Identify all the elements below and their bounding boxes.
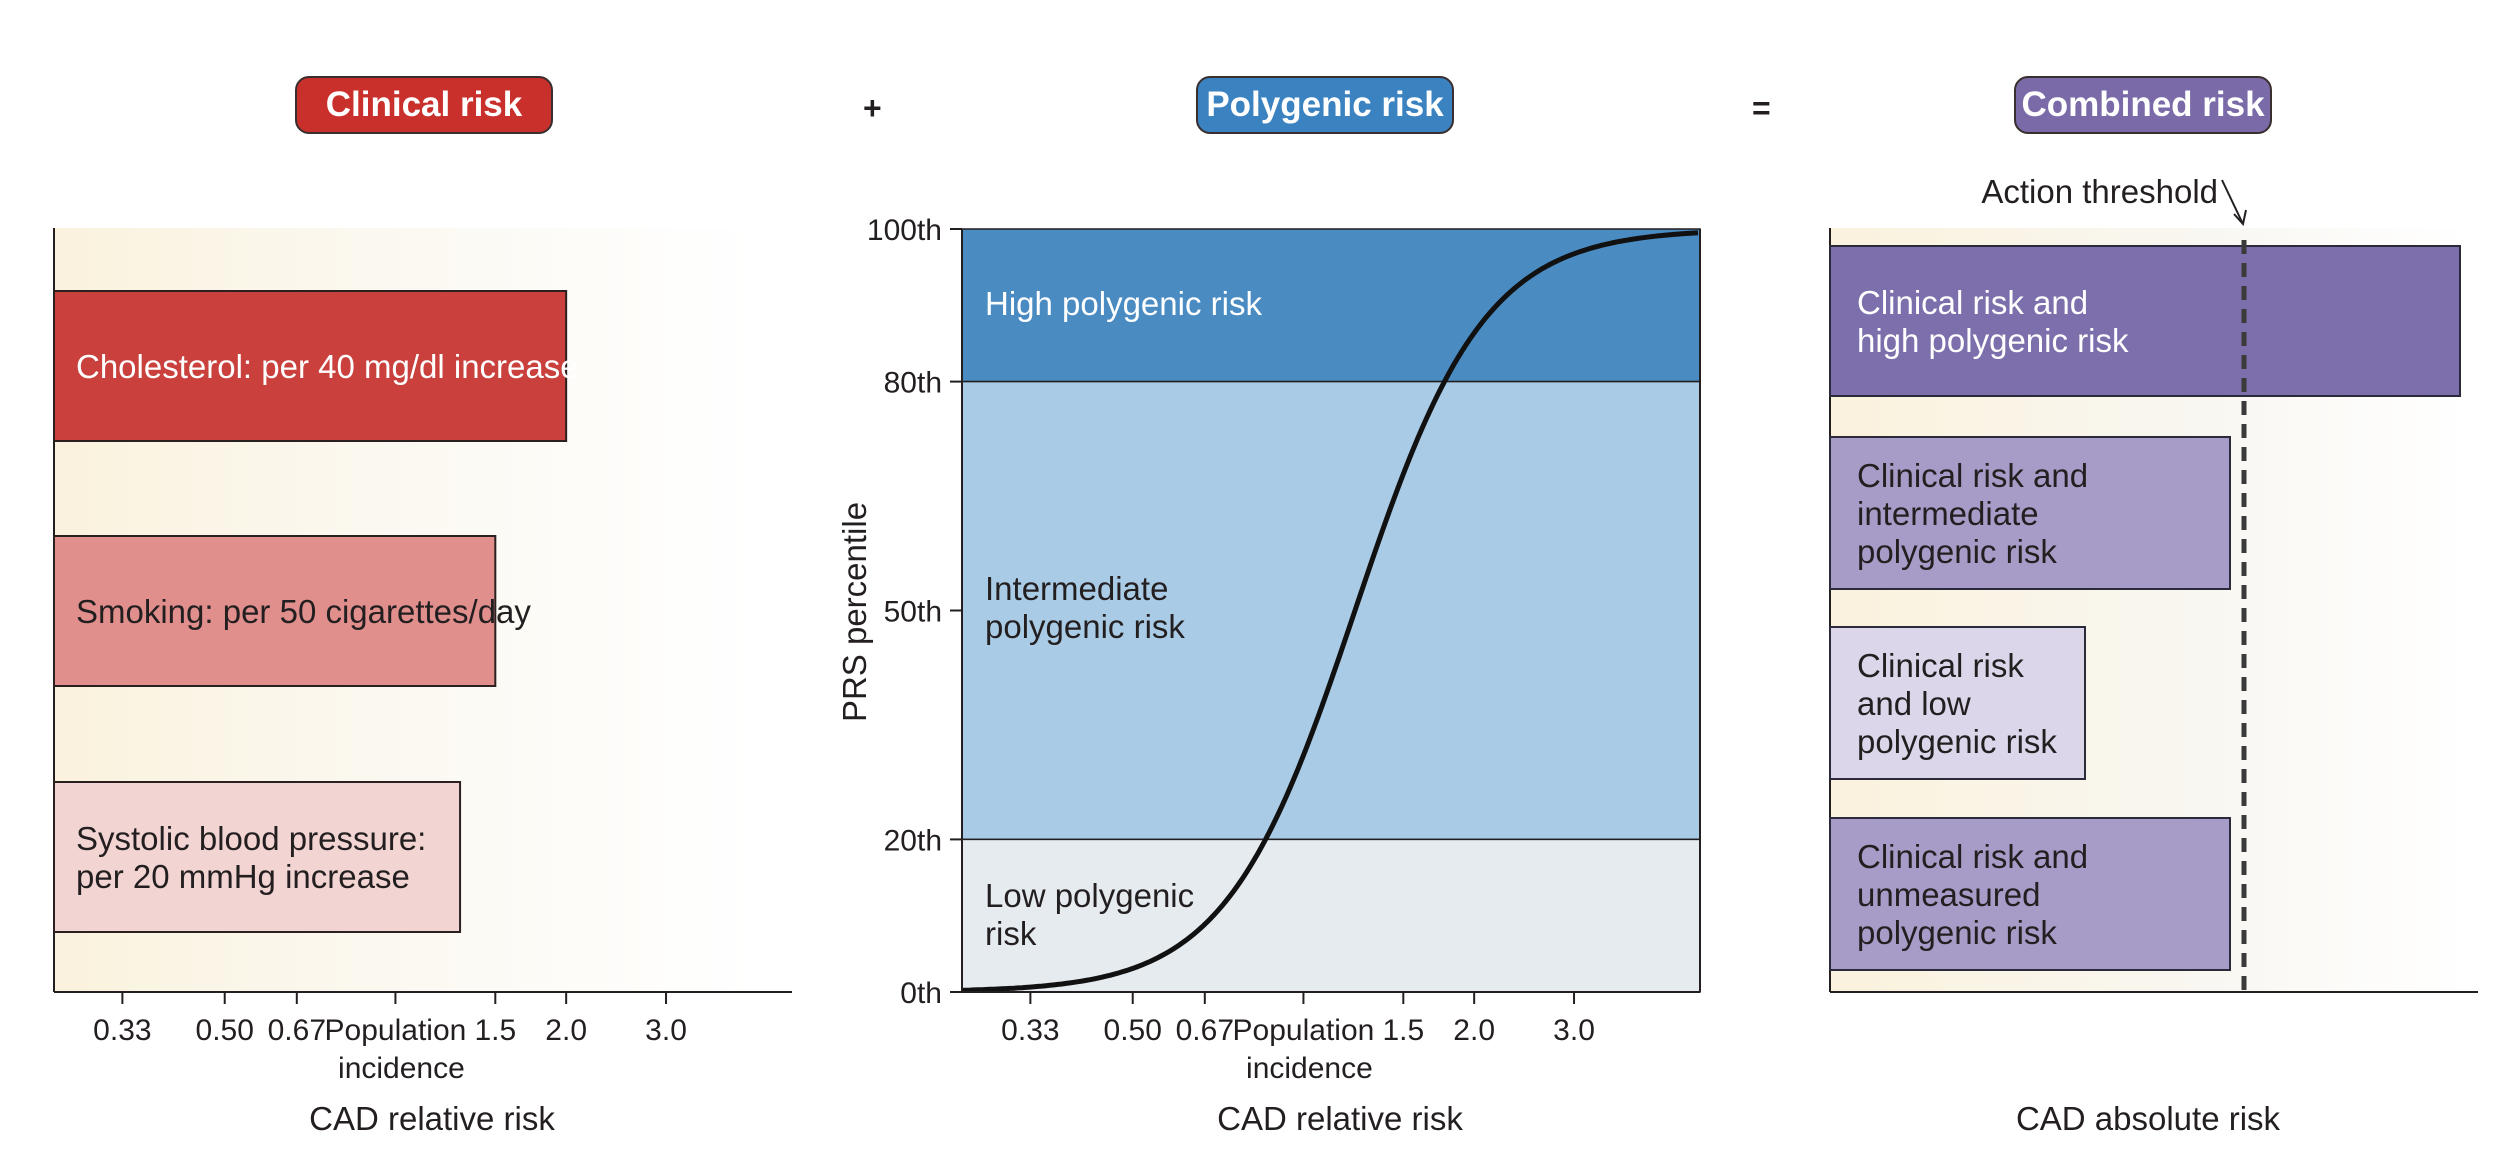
combined-risk-header: Combined risk — [2014, 76, 2272, 134]
combined-panel: Clinical risk and high polygenic risk Clin… — [1829, 173, 2478, 1137]
polygenic-tick-label: 0.50 — [1104, 1014, 1162, 1047]
polygenic-band-2 — [961, 380, 1701, 841]
polygenic-tick-label: 0.67 — [1176, 1014, 1234, 1047]
clinical-bar-label-1: Cholesterol: per 40 mg/dl increase — [76, 348, 579, 385]
clinical-tick-label: 0.50 — [196, 1014, 254, 1047]
clinical-tick-label: 0.33 — [93, 1014, 151, 1047]
combined-bar-label-1: Clinical risk and high polygenic risk — [1857, 284, 2129, 359]
clinical-tick-label: 2.0 — [545, 1014, 587, 1047]
polygenic-risk-header: Polygenic risk — [1196, 76, 1454, 134]
clinical-risk-header: Clinical risk — [295, 76, 553, 134]
combined-bar-label-4: Clinical risk and unmeasured polygenic ris… — [1857, 838, 2088, 951]
combined-bar-label-3: Clinical risk and low polygenic risk — [1857, 647, 2057, 760]
clinical-bar-1 — [53, 290, 568, 442]
polygenic-tick-label: 3.0 — [1553, 1014, 1595, 1047]
prs-percentile-y-label: PRS percentile — [836, 502, 873, 722]
prs-sigmoid-curve — [961, 230, 1699, 993]
prs-y-tick-label: 0th — [900, 977, 942, 1010]
equals-sign: = — [1752, 90, 1771, 126]
combined-x-label: CAD absolute risk — [2016, 1100, 2281, 1137]
combined-bar-3 — [1829, 626, 2086, 780]
polygenic-x-label: CAD relative risk — [1217, 1100, 1463, 1137]
prs-y-tick-label: 80th — [884, 367, 942, 400]
action-threshold-label: Action threshold — [1981, 173, 2218, 210]
combined-bar-1 — [1829, 245, 2461, 397]
prs-y-tick-label: 20th — [884, 824, 942, 857]
clinical-bar-label-2: Smoking: per 50 cigarettes/day — [76, 593, 531, 630]
prs-y-tick-label: 50th — [884, 596, 942, 629]
clinical-bar-label-3: Systolic blood pressure: per 20 mmHg incr… — [76, 820, 426, 895]
plus-sign: + — [863, 90, 882, 126]
combined-bar-4 — [1829, 817, 2231, 971]
polygenic-tick-label: 2.0 — [1453, 1014, 1495, 1047]
action-threshold-arrowhead — [2233, 209, 2247, 227]
clinical-tick-label: 3.0 — [645, 1014, 687, 1047]
polygenic-band-3 — [961, 838, 1701, 993]
polygenic-tick-label: 0.33 — [1001, 1014, 1059, 1047]
polygenic-band-label-2: Intermediate polygenic risk — [985, 570, 1185, 645]
polygenic-tick-label: Population — [1233, 1014, 1375, 1047]
combined-bar-label-2: Clinical risk and intermediate polygenic r… — [1857, 457, 2088, 570]
clinical-tick-sublabel: incidence — [338, 1052, 465, 1085]
combined-bar-2 — [1829, 436, 2231, 590]
clinical-bar-2 — [53, 535, 497, 687]
polygenic-band-label-1: High polygenic risk — [985, 285, 1262, 322]
polygenic-band-label-3: Low polygenic risk — [985, 877, 1194, 952]
prs-y-tick-label: 100th — [867, 214, 942, 247]
clinical-tick-label: 0.67 — [268, 1014, 326, 1047]
polygenic-panel: High polygenic risk Intermediate polygenic… — [836, 214, 1701, 1137]
clinical-bar-3 — [53, 781, 462, 933]
clinical-panel: Cholesterol: per 40 mg/dl increase Smokin… — [53, 228, 792, 1137]
polygenic-tick-label: 1.5 — [1382, 1014, 1424, 1047]
action-threshold-pointer — [2221, 179, 2243, 223]
clinical-x-label: CAD relative risk — [309, 1100, 555, 1137]
clinical-tick-label: 1.5 — [474, 1014, 516, 1047]
clinical-tick-label: Population — [325, 1014, 467, 1047]
polygenic-tick-sublabel: incidence — [1246, 1052, 1373, 1085]
